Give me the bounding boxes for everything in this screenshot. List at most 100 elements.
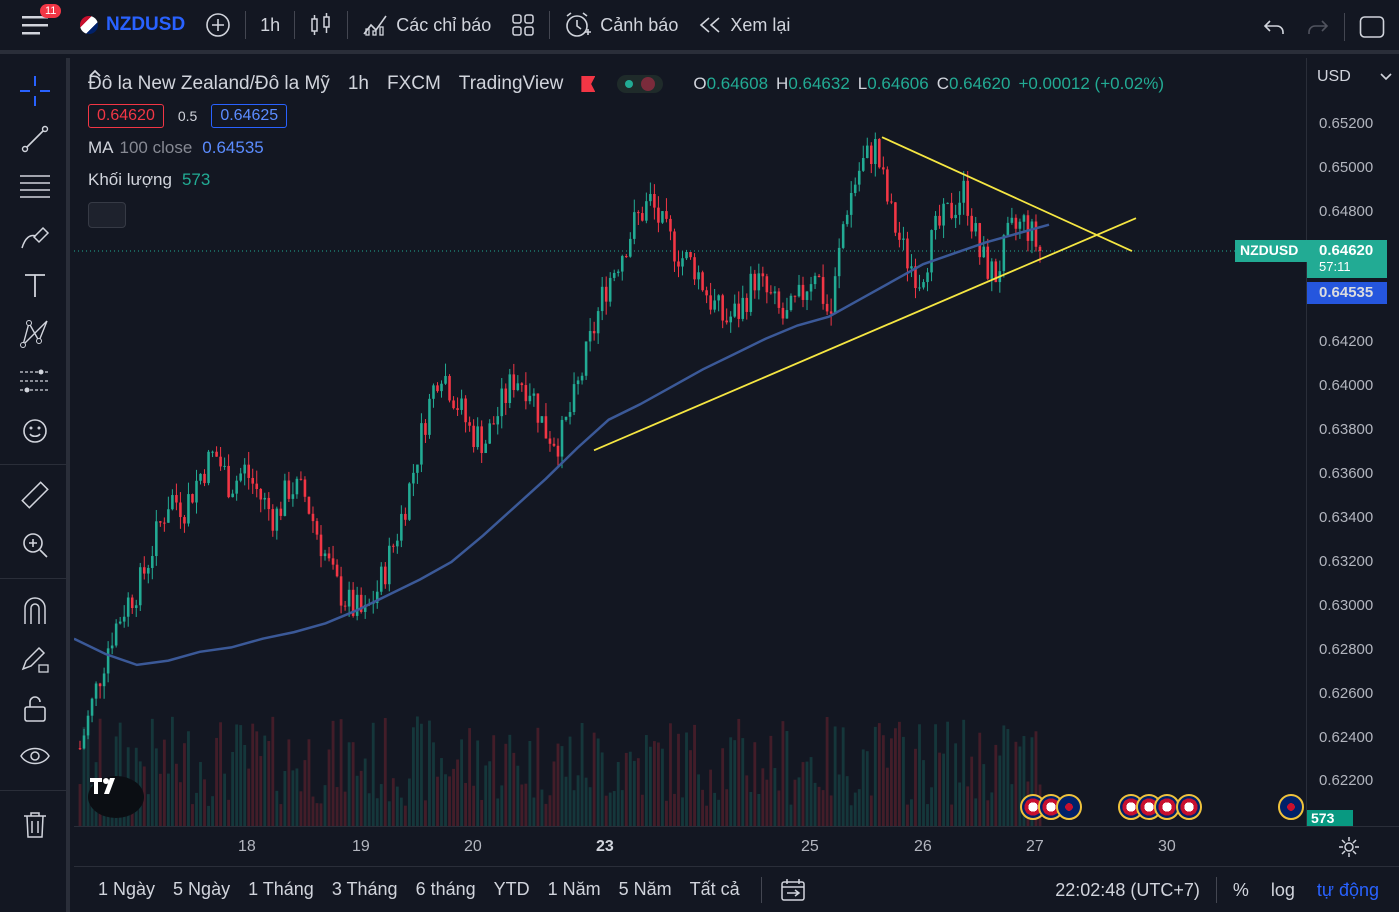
volume-bar bbox=[552, 761, 556, 826]
volume-bar bbox=[199, 762, 202, 826]
candle-body bbox=[556, 445, 560, 457]
chart-type-button[interactable] bbox=[299, 0, 343, 52]
market-status-icon[interactable] bbox=[617, 75, 664, 93]
range-button[interactable]: YTD bbox=[493, 879, 530, 899]
range-button[interactable]: Tất cả bbox=[689, 879, 740, 899]
range-button[interactable]: 6 tháng bbox=[415, 879, 476, 899]
nz-event-icon[interactable] bbox=[1278, 794, 1304, 820]
alerts-button[interactable]: Cảnh báo bbox=[554, 0, 688, 52]
volume-bar bbox=[640, 794, 644, 826]
candle-body bbox=[299, 478, 303, 480]
zoom-tool[interactable] bbox=[18, 528, 52, 562]
candle-body bbox=[857, 170, 861, 185]
log-scale-toggle[interactable]: log bbox=[1270, 879, 1295, 900]
lock-drawing-mode-tool[interactable] bbox=[18, 642, 52, 676]
candle-body bbox=[343, 605, 347, 607]
gear-icon[interactable] bbox=[1338, 836, 1360, 858]
candle-body bbox=[243, 464, 246, 474]
volume-bar bbox=[118, 722, 122, 826]
interval-button[interactable]: 1h bbox=[260, 14, 281, 35]
buy-button[interactable]: 0.64625 bbox=[211, 104, 288, 128]
range-button[interactable]: 1 Tháng bbox=[248, 879, 314, 899]
range-button[interactable]: 1 Năm bbox=[547, 879, 601, 899]
volume-bar bbox=[685, 732, 688, 826]
candle-body bbox=[363, 604, 367, 612]
text-tool[interactable] bbox=[18, 268, 52, 302]
fullscreen-button[interactable] bbox=[1349, 0, 1399, 54]
volume-bar bbox=[877, 723, 881, 826]
candle-body bbox=[902, 238, 905, 240]
measure-tool[interactable] bbox=[18, 478, 52, 512]
candle-body bbox=[199, 473, 202, 481]
clock[interactable]: 22:02:48 (UTC+7) bbox=[1055, 879, 1200, 900]
candle-body bbox=[552, 443, 556, 446]
volume-bar bbox=[544, 803, 548, 826]
range-button[interactable]: 1 Ngày bbox=[98, 879, 156, 899]
replay-button[interactable]: Xem lại bbox=[688, 0, 800, 52]
fib-tool[interactable] bbox=[18, 170, 52, 204]
tradingview-logo[interactable] bbox=[88, 776, 144, 818]
economic-events-group[interactable] bbox=[1278, 794, 1304, 820]
remove-drawings-tool[interactable] bbox=[18, 808, 52, 842]
volume-bar bbox=[476, 740, 480, 826]
candle-body bbox=[283, 480, 287, 516]
candle-body bbox=[994, 261, 998, 283]
volume-bar bbox=[1018, 746, 1022, 826]
range-button[interactable]: 3 Tháng bbox=[331, 879, 398, 899]
candle-body bbox=[215, 451, 218, 457]
volume-bar bbox=[391, 778, 395, 826]
layouts-button[interactable] bbox=[501, 0, 545, 52]
economic-events-group[interactable] bbox=[1020, 794, 1082, 820]
volume-bar bbox=[428, 720, 431, 826]
hide-drawings-tool[interactable] bbox=[18, 740, 52, 774]
price-chart[interactable] bbox=[74, 58, 1306, 826]
range-button[interactable]: 5 Ngày bbox=[173, 879, 231, 899]
price-axis[interactable]: USD 0.65200 0.65000 0.64800 0.64200 0.64000 0… bbox=[1235, 58, 1399, 828]
volume-indicator-row[interactable]: Khối lượng 573 bbox=[88, 164, 1172, 196]
pattern-tool[interactable] bbox=[18, 316, 52, 350]
main-menu-button[interactable]: 11 bbox=[0, 0, 70, 52]
brush-tool[interactable] bbox=[18, 220, 52, 254]
volume-bar bbox=[472, 785, 476, 826]
volume-bar bbox=[548, 795, 552, 826]
magnet-tool[interactable] bbox=[18, 594, 52, 628]
candle-body bbox=[693, 257, 696, 280]
candle-body bbox=[110, 645, 114, 649]
lock-all-drawings-tool[interactable] bbox=[18, 692, 52, 726]
volume-bar bbox=[444, 774, 447, 826]
ma-price-tag: 0.64535 bbox=[1307, 282, 1387, 304]
collapse-legend-button[interactable] bbox=[88, 69, 126, 228]
candle-body bbox=[560, 419, 564, 457]
chart-pane[interactable]: Đô la New Zealand/Đô la Mỹ 1h FXCM Tradi… bbox=[74, 58, 1306, 826]
currency-label[interactable]: USD bbox=[1317, 68, 1351, 85]
price-tick-label: 0.64800 bbox=[1319, 203, 1374, 220]
range-button[interactable]: 5 Năm bbox=[618, 879, 672, 899]
price-tick-label: 0.63400 bbox=[1319, 509, 1374, 526]
symbol-search-button[interactable]: NZDUSD bbox=[70, 0, 195, 52]
auto-scale-toggle[interactable]: tự động bbox=[1316, 879, 1379, 900]
time-axis[interactable]: 18 19 20 23 25 26 27 30 bbox=[74, 826, 1399, 866]
candle-body bbox=[681, 258, 684, 267]
crosshair-tool[interactable] bbox=[18, 74, 52, 108]
time-tick-label: 27 bbox=[1026, 838, 1044, 855]
economic-events-group[interactable] bbox=[1176, 794, 1202, 820]
forecast-tool[interactable] bbox=[18, 364, 52, 398]
volume-bar bbox=[946, 721, 950, 826]
ma-indicator-row[interactable]: MA 100 close 0.64535 bbox=[88, 132, 1172, 164]
volume-bar bbox=[420, 723, 423, 826]
candle-body bbox=[906, 238, 909, 269]
trend-line-tool[interactable] bbox=[18, 122, 52, 156]
nz-event-icon[interactable] bbox=[1056, 794, 1082, 820]
date-range-icon[interactable] bbox=[780, 878, 806, 902]
percent-scale-toggle[interactable]: % bbox=[1232, 879, 1249, 900]
compare-symbol-button[interactable] bbox=[195, 0, 241, 52]
candle-body bbox=[966, 180, 969, 216]
us-event-icon[interactable] bbox=[1176, 794, 1202, 820]
indicators-button[interactable]: Các chỉ báo bbox=[352, 0, 501, 52]
candle-body bbox=[508, 374, 512, 404]
undo-button[interactable] bbox=[1252, 0, 1296, 54]
sell-button[interactable]: 0.64620 bbox=[88, 104, 164, 128]
redo-button[interactable] bbox=[1296, 0, 1340, 54]
economic-events-group[interactable] bbox=[1118, 794, 1180, 820]
emoji-tool[interactable] bbox=[18, 414, 52, 448]
